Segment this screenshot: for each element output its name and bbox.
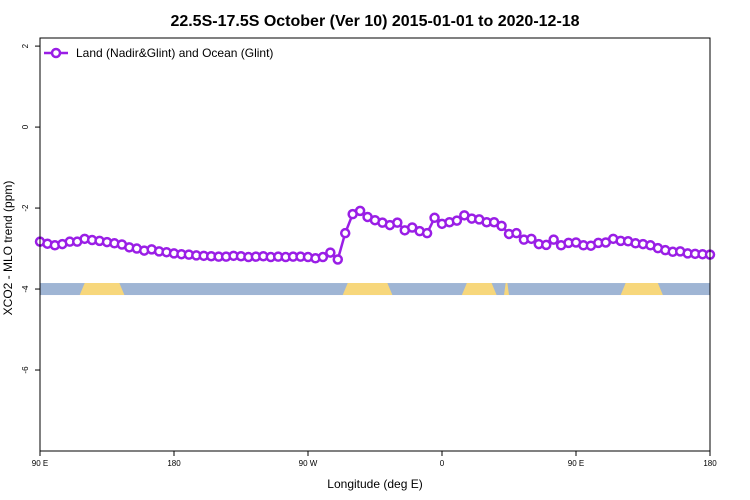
y-axis: 2 0 -2 -4 -6: [21, 43, 40, 374]
x-tick-label-3: 0: [440, 459, 445, 468]
data-point: [548, 234, 559, 245]
data-point: [511, 227, 522, 239]
data-point: [392, 217, 403, 228]
y-tick-label-2: -2: [21, 204, 30, 212]
plot-area: [34, 205, 716, 296]
data-point: [339, 227, 351, 239]
x-tick-label-0: 90 E: [32, 459, 48, 468]
surface-band-land-3: [504, 283, 509, 296]
plot-frame: [39, 37, 711, 452]
data-point: [540, 239, 552, 251]
x-axis: 90 E 180 90 W 0 90 E 180: [32, 451, 717, 468]
chart-title: 22.5S-17.5S October (Ver 10) 2015-01-01 …: [170, 13, 579, 30]
legend-marker: [50, 47, 62, 59]
y-tick-label-4: -6: [21, 366, 30, 374]
y-axis-label: XCO2 - MLO trend (ppm): [1, 181, 15, 316]
x-tick-label-4: 90 E: [568, 459, 584, 468]
data-point: [332, 254, 344, 265]
y-tick-label-0: 2: [21, 43, 30, 48]
x-tick-label-1: 180: [167, 459, 181, 468]
data-point: [354, 205, 366, 217]
y-tick-label-3: -4: [21, 285, 30, 293]
x-tick-label-5: 180: [703, 459, 717, 468]
data-point: [325, 247, 336, 258]
legend: Land (Nadir&Glint) and Ocean (Glint): [44, 46, 273, 60]
data-point: [421, 227, 433, 239]
surface-band-land-4: [620, 283, 663, 296]
data-point: [496, 220, 507, 232]
x-axis-label: Longitude (deg E): [327, 477, 422, 491]
surface-band-land-1: [342, 283, 393, 296]
data-point: [317, 251, 329, 263]
x-tick-label-2: 90 W: [299, 459, 318, 468]
data-point: [451, 215, 463, 226]
data-point: [429, 212, 440, 224]
y-tick-label-1: 0: [21, 124, 30, 129]
data-point: [526, 233, 537, 245]
surface-band-land-2: [461, 283, 497, 296]
surface-band-land-0: [79, 283, 125, 296]
legend-entry: Land (Nadir&Glint) and Ocean (Glint): [76, 46, 273, 60]
